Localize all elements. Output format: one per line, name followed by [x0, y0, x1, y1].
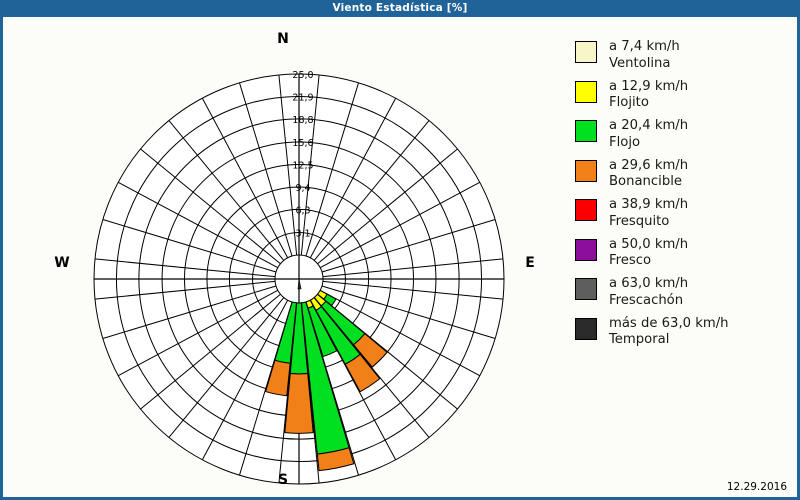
legend-name-label: Flojito: [609, 95, 649, 110]
legend-label: a 12,9 km/h Flojito: [609, 79, 688, 112]
legend-speed-label: a 63,0 km/h: [609, 276, 689, 291]
legend-speed-label: a 12,9 km/h: [609, 78, 689, 94]
radial-tick-label: 15,6: [292, 138, 313, 149]
legend-item[interactable]: a 38,9 km/h Fresquito: [575, 197, 793, 230]
radial-tick-label: 3,1: [295, 229, 310, 240]
compass-label-south: S: [277, 472, 289, 488]
radial-tick-label: 9,4: [295, 183, 310, 194]
legend-name-label: Flojo: [609, 134, 641, 150]
legend-swatch: [575, 159, 597, 182]
legend-speed-label: a 50,0 km/h: [609, 236, 689, 252]
content-area: 3,1 6,3 9,4 12,5 15,6 18,8 21,9 25,0 N S W E a …: [3, 17, 797, 497]
legend-label: a 29,6 km/h Bonancible: [609, 158, 688, 191]
legend-name-label: Bonancible: [609, 174, 682, 189]
legend-item[interactable]: a 7,4 km/h Ventolina: [575, 39, 793, 72]
window-titlebar: Viento Estadística [%]: [0, 0, 800, 16]
legend-label: a 7,4 km/h Ventolina: [609, 39, 680, 72]
legend-name-label: Temporal: [609, 332, 670, 347]
window-title: Viento Estadística [%]: [332, 2, 468, 14]
radial-tick-label: 12,5: [292, 161, 313, 172]
rose-petal-segment: [264, 359, 291, 397]
legend-speed-label: a 20,4 km/h: [609, 118, 689, 133]
legend-speed-label: a 7,4 km/h: [609, 39, 680, 54]
legend-label: más de 63,0 km/h Temporal: [609, 316, 729, 349]
legend-label: a 38,9 km/h Fresquito: [609, 197, 688, 230]
legend-item[interactable]: a 29,6 km/h Bonancible: [575, 158, 793, 191]
legend-label: a 63,0 km/h Frescachón: [609, 276, 688, 309]
legend-name-label: Ventolina: [609, 55, 671, 71]
compass-label-east: E: [525, 255, 535, 271]
legend-item[interactable]: a 63,0 km/h Frescachón: [575, 276, 793, 309]
radial-tick-labels: 3,1 6,3 9,4 12,5 15,6 18,8 21,9 25,0: [292, 70, 313, 240]
compass-label-west: W: [54, 255, 70, 271]
legend-speed-label: más de 63,0 km/h: [609, 315, 729, 331]
legend-label: a 20,4 km/h Flojo: [609, 118, 688, 151]
legend-speed-label: a 38,9 km/h: [609, 197, 689, 212]
legend-swatch: [575, 238, 597, 261]
legend-speed-label: a 29,6 km/h: [609, 157, 689, 173]
rose-petal-segment: [307, 305, 338, 358]
legend-item[interactable]: a 12,9 km/h Flojito: [575, 79, 793, 112]
rose-petal-segment: [316, 447, 355, 472]
radial-tick-label: 25,0: [292, 70, 313, 81]
legend-swatch: [575, 317, 597, 340]
petal-layer: [264, 278, 388, 472]
compass-label-north: N: [277, 31, 289, 47]
legend-name-label: Fresco: [609, 253, 652, 268]
rose-petal-segment: [344, 353, 381, 393]
date-stamp: 12.29.2016: [726, 481, 787, 493]
radial-tick-label: 18,8: [292, 115, 313, 126]
rose-petal-segment: [352, 332, 388, 368]
legend-name-label: Fresquito: [609, 213, 670, 229]
legend-swatch: [575, 120, 597, 142]
radial-tick-label: 6,3: [295, 205, 310, 216]
rose-petal-segment: [323, 293, 337, 307]
legend-label: a 50,0 km/h Fresco: [609, 237, 688, 270]
calm-center-marker: [297, 278, 302, 290]
legend-item[interactable]: más de 63,0 km/h Temporal: [575, 316, 793, 349]
wind-rose-svg: 3,1 6,3 9,4 12,5 15,6 18,8 21,9 25,0: [93, 70, 505, 485]
legend-item[interactable]: a 20,4 km/h Flojo: [575, 118, 793, 151]
legend-swatch: [575, 41, 597, 63]
legend-swatch: [575, 80, 597, 103]
radial-tick-label: 21,9: [292, 92, 313, 103]
rose-petal-segment: [284, 373, 314, 434]
legend-swatch: [575, 199, 597, 221]
legend-swatch: [575, 278, 597, 300]
legend-item[interactable]: a 50,0 km/h Fresco: [575, 237, 793, 270]
wind-rose-plot: 3,1 6,3 9,4 12,5 15,6 18,8 21,9 25,0 N S W E: [3, 17, 563, 497]
legend: a 7,4 km/h Ventolina a 12,9 km/h Flojito a 2…: [575, 39, 793, 355]
legend-name-label: Frescachón: [609, 292, 684, 308]
